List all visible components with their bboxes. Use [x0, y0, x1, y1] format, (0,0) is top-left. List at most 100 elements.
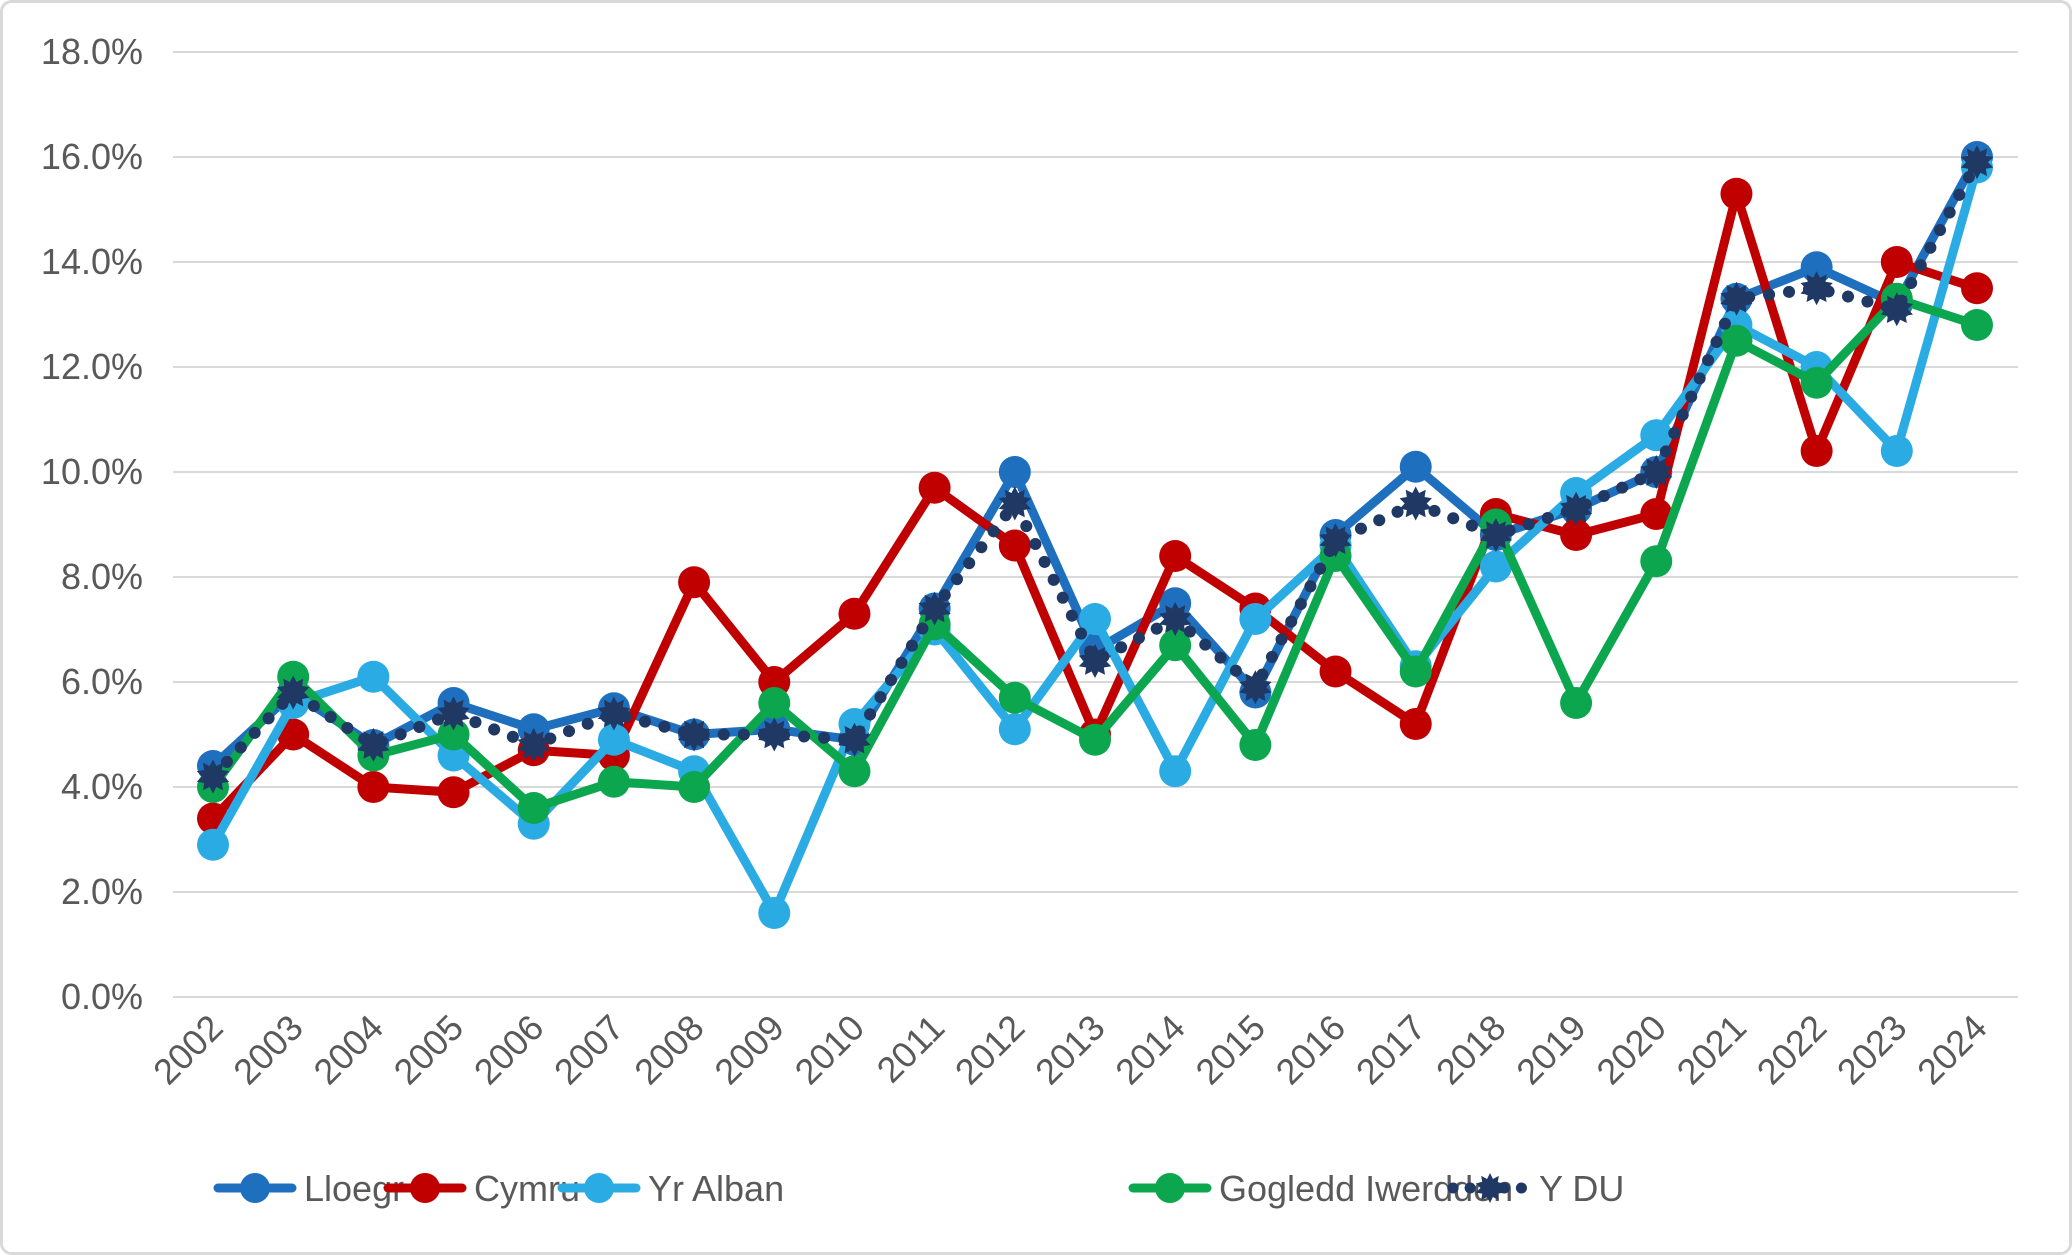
data-point-marker[interactable] — [1079, 723, 1111, 756]
data-point-marker[interactable] — [277, 675, 310, 710]
data-point-marker[interactable] — [1720, 177, 1753, 210]
data-point-marker[interactable] — [1479, 550, 1512, 583]
legend[interactable]: Lloegr Cymru Yr Alban Gogledd Iwerddon Y DU — [213, 1168, 1624, 1209]
data-point-marker[interactable] — [1159, 755, 1192, 788]
data-point-marker[interactable] — [517, 792, 550, 824]
y-axis-tick-label[interactable]: 18.0% — [41, 31, 143, 72]
data-point-marker[interactable] — [517, 728, 550, 762]
data-point-marker[interactable] — [1880, 435, 1913, 467]
data-point-marker[interactable] — [838, 597, 871, 630]
data-point-marker[interactable] — [1319, 523, 1352, 558]
data-point-marker[interactable] — [197, 828, 229, 861]
y-axis-tick-label[interactable]: 12.0% — [41, 346, 143, 387]
data-point-marker[interactable] — [437, 696, 470, 731]
data-point-marker[interactable] — [1239, 670, 1272, 705]
legend-marker — [410, 1173, 440, 1203]
y-axis-tick-label[interactable]: 16.0% — [41, 136, 143, 177]
data-point-marker[interactable] — [1560, 687, 1593, 719]
legend-marker — [240, 1173, 270, 1203]
y-axis-tick-label[interactable]: 6.0% — [61, 661, 143, 702]
data-point-marker[interactable] — [1720, 281, 1753, 316]
data-point-marker[interactable] — [998, 456, 1031, 488]
data-point-marker[interactable] — [1159, 540, 1192, 572]
y-axis-tick-label[interactable]: 2.0% — [61, 871, 143, 912]
legend-marker — [584, 1173, 614, 1203]
legend-label: Yr Alban — [648, 1168, 784, 1209]
data-point-marker[interactable] — [597, 723, 630, 756]
data-point-marker[interactable] — [1640, 545, 1673, 578]
data-point-marker[interactable] — [838, 755, 871, 788]
data-point-marker[interactable] — [1960, 145, 1994, 180]
legend-marker — [1475, 1173, 1505, 1203]
data-point-marker[interactable] — [758, 717, 791, 752]
data-point-marker[interactable] — [1800, 251, 1833, 284]
data-point-marker[interactable] — [1239, 729, 1272, 761]
data-point-marker[interactable] — [1239, 603, 1272, 635]
data-point-marker[interactable] — [998, 681, 1031, 714]
data-point-marker[interactable] — [1800, 435, 1833, 467]
data-point-marker[interactable] — [758, 897, 791, 929]
data-point-marker[interactable] — [1159, 602, 1192, 636]
data-point-marker[interactable] — [196, 759, 230, 794]
data-point-marker[interactable] — [1399, 450, 1432, 483]
data-point-marker[interactable] — [998, 486, 1031, 521]
y-axis-tick-label[interactable]: 0.0% — [61, 976, 143, 1017]
data-point-marker[interactable] — [277, 718, 310, 751]
data-point-marker[interactable] — [998, 713, 1031, 746]
y-axis-tick-label[interactable]: 4.0% — [61, 766, 143, 807]
data-point-marker[interactable] — [597, 765, 630, 798]
legend-item-lloegr[interactable]: Lloegr — [213, 1168, 404, 1209]
series-yr-alban[interactable] — [197, 151, 1993, 930]
data-point-marker[interactable] — [838, 722, 871, 757]
data-point-marker[interactable] — [677, 717, 711, 752]
data-point-marker[interactable] — [1640, 455, 1673, 489]
data-point-marker[interactable] — [437, 776, 470, 809]
data-point-marker[interactable] — [357, 660, 390, 693]
data-point-marker[interactable] — [1559, 491, 1593, 526]
y-axis-tick-label[interactable]: 10.0% — [41, 451, 143, 492]
data-point-marker[interactable] — [1880, 246, 1913, 278]
data-point-marker[interactable] — [918, 471, 951, 504]
data-point-marker[interactable] — [1961, 272, 1993, 305]
data-point-marker[interactable] — [1079, 603, 1111, 635]
data-point-marker[interactable] — [1800, 271, 1833, 306]
data-point-marker[interactable] — [1399, 655, 1432, 688]
data-point-marker[interactable] — [1399, 708, 1432, 740]
legend-item-yr-alban[interactable]: Yr Alban — [557, 1168, 784, 1209]
legend-label: Y DU — [1539, 1168, 1624, 1209]
legend-label: Gogledd Iwerddon — [1219, 1168, 1513, 1209]
y-axis-tick-label[interactable]: 14.0% — [41, 241, 143, 282]
data-point-marker[interactable] — [357, 771, 390, 803]
data-point-marker[interactable] — [1078, 644, 1112, 678]
data-point-marker[interactable] — [1640, 419, 1673, 452]
data-point-marker[interactable] — [1880, 292, 1913, 327]
y-axis[interactable]: 0.0% 2.0% 4.0% 6.0% 8.0% 10.0% 12.0% 14.0% 16.0%… — [41, 31, 143, 1017]
data-point-marker[interactable] — [1560, 519, 1593, 551]
series-line-y-du[interactable] — [207, 156, 1983, 783]
data-point-marker[interactable] — [1720, 324, 1753, 357]
data-point-marker[interactable] — [1800, 366, 1833, 399]
data-point-marker[interactable] — [678, 566, 711, 599]
data-point-marker[interactable] — [437, 718, 470, 751]
data-point-marker[interactable] — [918, 591, 951, 626]
data-point-marker[interactable] — [678, 771, 711, 803]
data-point-marker[interactable] — [1479, 518, 1513, 552]
data-point-marker[interactable] — [1159, 629, 1192, 662]
y-axis-tick-label[interactable]: 8.0% — [61, 556, 143, 597]
series-y-du[interactable] — [196, 145, 1994, 794]
data-point-marker[interactable] — [1961, 309, 1993, 341]
legend-item-gogledd-iwerddon[interactable]: Gogledd Iwerddon — [1128, 1168, 1513, 1209]
data-point-marker[interactable] — [998, 529, 1031, 562]
legend-item-y-du[interactable]: Y DU — [1447, 1168, 1624, 1209]
series-markers-y-du[interactable] — [196, 145, 1994, 794]
data-point-marker[interactable] — [1319, 655, 1352, 688]
data-point-marker[interactable] — [1640, 498, 1673, 530]
data-point-marker[interactable] — [597, 696, 631, 731]
data-point-marker[interactable] — [357, 728, 390, 762]
data-point-marker[interactable] — [1399, 486, 1432, 521]
data-point-marker[interactable] — [758, 687, 791, 719]
